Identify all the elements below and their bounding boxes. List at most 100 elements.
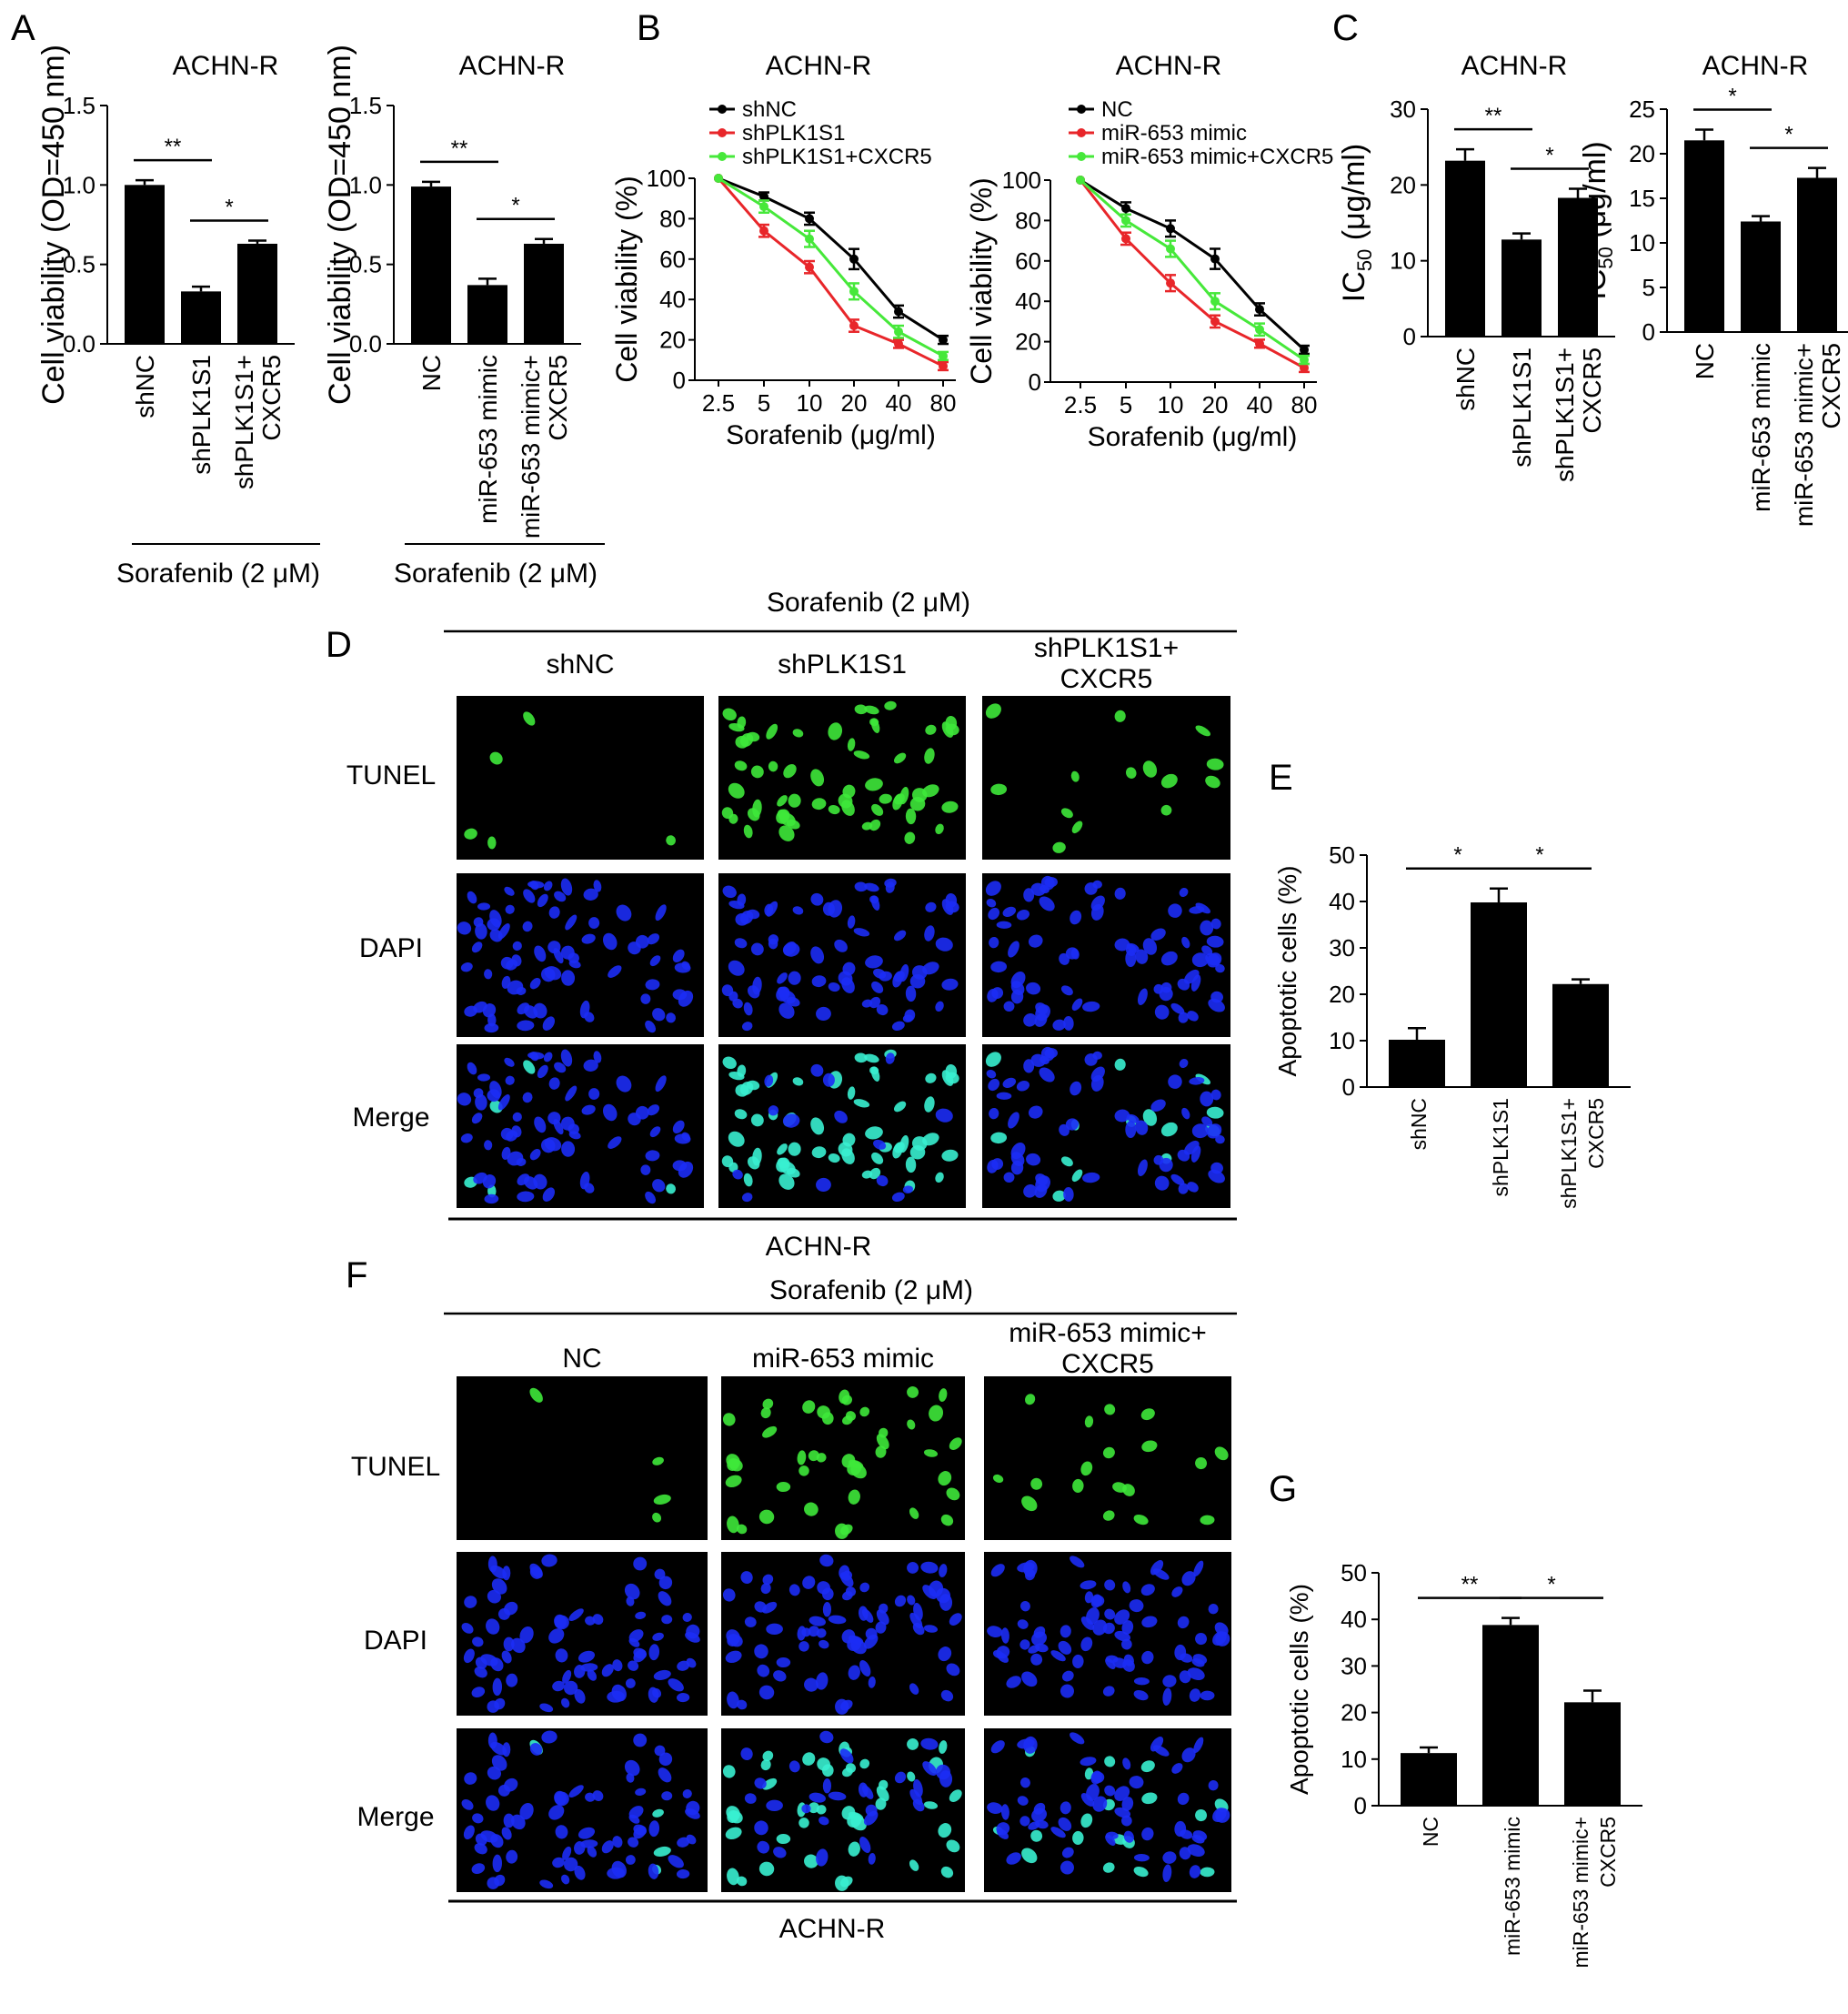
cell-nucleus bbox=[633, 1733, 648, 1747]
cell-nucleus bbox=[1123, 1830, 1134, 1843]
cell-nucleus bbox=[1035, 1175, 1050, 1193]
cell-nucleus bbox=[661, 1615, 673, 1625]
data-point bbox=[1210, 254, 1220, 264]
cell-nucleus bbox=[773, 1670, 787, 1682]
x-category-label: CXCR5 bbox=[1596, 1817, 1620, 1888]
cell-nucleus bbox=[1174, 1644, 1187, 1661]
cell-nucleus bbox=[776, 1657, 791, 1668]
cell-nucleus bbox=[894, 971, 905, 982]
cell-nucleus bbox=[1195, 1456, 1208, 1470]
cell-nucleus bbox=[561, 1697, 570, 1708]
cell-nucleus bbox=[628, 1660, 639, 1671]
cell-nucleus bbox=[760, 1759, 771, 1771]
cell-nucleus bbox=[564, 1857, 578, 1872]
cell-nucleus bbox=[472, 1636, 484, 1647]
cell-nucleus bbox=[1039, 1067, 1055, 1083]
cell-nucleus bbox=[519, 1626, 534, 1644]
cell-nucleus bbox=[1070, 1732, 1085, 1745]
significance-label: * bbox=[1547, 1573, 1555, 1597]
cell-nucleus bbox=[1193, 1737, 1204, 1754]
y-tick-label: 20 bbox=[1341, 1699, 1367, 1727]
cell-nucleus bbox=[645, 1191, 657, 1204]
cell-nucleus bbox=[1114, 1786, 1130, 1801]
cell-nucleus bbox=[1191, 1658, 1205, 1667]
cell-nucleus bbox=[537, 1064, 548, 1079]
data-point bbox=[805, 234, 814, 244]
cell-nucleus bbox=[497, 1094, 510, 1111]
cell-nucleus bbox=[1071, 998, 1083, 1012]
cell-nucleus bbox=[1179, 887, 1189, 898]
micrograph-background bbox=[718, 696, 966, 860]
cell-nucleus bbox=[879, 793, 892, 804]
cell-nucleus bbox=[560, 945, 575, 960]
cell-nucleus bbox=[581, 933, 596, 944]
cell-nucleus bbox=[517, 1191, 535, 1203]
cell-nucleus bbox=[885, 1052, 895, 1064]
cell-nucleus bbox=[1114, 1630, 1131, 1642]
cell-nucleus bbox=[740, 1571, 753, 1585]
cell-nucleus bbox=[1206, 1123, 1222, 1139]
legend-label: miR-653 mimic+CXCR5 bbox=[1101, 145, 1333, 169]
cell-nucleus bbox=[828, 722, 843, 740]
cell-nucleus bbox=[1200, 1515, 1215, 1526]
cell-nucleus bbox=[861, 1785, 874, 1799]
cell-nucleus bbox=[728, 813, 738, 824]
cell-nucleus bbox=[574, 1688, 586, 1704]
cell-nucleus bbox=[1141, 1440, 1158, 1453]
cell-nucleus bbox=[484, 1022, 499, 1033]
cell-nucleus bbox=[1141, 1792, 1158, 1805]
y-tick-label: 0.5 bbox=[63, 251, 95, 278]
cell-nucleus bbox=[588, 1088, 600, 1100]
bar bbox=[467, 285, 507, 344]
cell-nucleus bbox=[553, 1119, 564, 1135]
cell-nucleus bbox=[1060, 1684, 1074, 1698]
cell-nucleus bbox=[894, 1771, 907, 1784]
cell-nucleus bbox=[876, 1609, 889, 1626]
cell-nucleus bbox=[822, 901, 835, 916]
cell-nucleus bbox=[1091, 1595, 1105, 1607]
cell-nucleus bbox=[946, 1487, 960, 1501]
sorafenib-label-a2: Sorafenib (2 μM) bbox=[394, 559, 598, 589]
cell-nucleus bbox=[939, 1740, 948, 1754]
cell-nucleus bbox=[544, 1137, 562, 1152]
cell-nucleus bbox=[487, 1089, 501, 1103]
bar bbox=[411, 186, 451, 344]
cell-nucleus bbox=[608, 1136, 622, 1149]
cell-nucleus bbox=[989, 936, 999, 949]
x-tick-label: 10 bbox=[797, 389, 823, 417]
cell-nucleus bbox=[1114, 887, 1126, 900]
data-point bbox=[805, 262, 814, 272]
cell-nucleus bbox=[841, 1395, 853, 1405]
cell-nucleus bbox=[777, 972, 788, 984]
cell-nucleus bbox=[786, 819, 800, 830]
cell-nucleus bbox=[853, 750, 870, 760]
cell-nucleus bbox=[949, 1613, 962, 1626]
cell-nucleus bbox=[1142, 760, 1158, 778]
cell-nucleus bbox=[1125, 1121, 1137, 1139]
x-category-label: NC bbox=[1419, 1817, 1442, 1847]
cell-nucleus bbox=[760, 1407, 771, 1419]
sorafenib-label-a1: Sorafenib (2 μM) bbox=[116, 559, 320, 589]
cell-nucleus bbox=[949, 1437, 962, 1451]
y-tick-label: 20 bbox=[1015, 328, 1041, 356]
cell-nucleus bbox=[544, 966, 562, 981]
cell-nucleus bbox=[471, 1687, 486, 1698]
cell-nucleus bbox=[628, 1629, 644, 1643]
cell-nucleus bbox=[1177, 1616, 1190, 1629]
cell-nucleus bbox=[653, 1494, 671, 1505]
cell-nucleus bbox=[645, 1150, 660, 1162]
cell-nucleus bbox=[842, 962, 856, 976]
cell-nucleus bbox=[1201, 1116, 1213, 1127]
y-tick-label: 10 bbox=[1629, 229, 1655, 257]
row-label: DAPI bbox=[359, 933, 423, 963]
cell-nucleus bbox=[909, 1859, 919, 1871]
cell-nucleus bbox=[517, 1173, 530, 1186]
cell-nucleus bbox=[504, 1057, 515, 1067]
row-label: TUNEL bbox=[351, 1452, 440, 1482]
cell-nucleus bbox=[464, 1772, 477, 1785]
cell-nucleus bbox=[516, 986, 527, 995]
cell-nucleus bbox=[788, 1760, 800, 1773]
cell-nucleus bbox=[1061, 1847, 1074, 1858]
cell-nucleus bbox=[523, 711, 536, 726]
x-category-label: shPLK1S1+ bbox=[1557, 1098, 1581, 1209]
